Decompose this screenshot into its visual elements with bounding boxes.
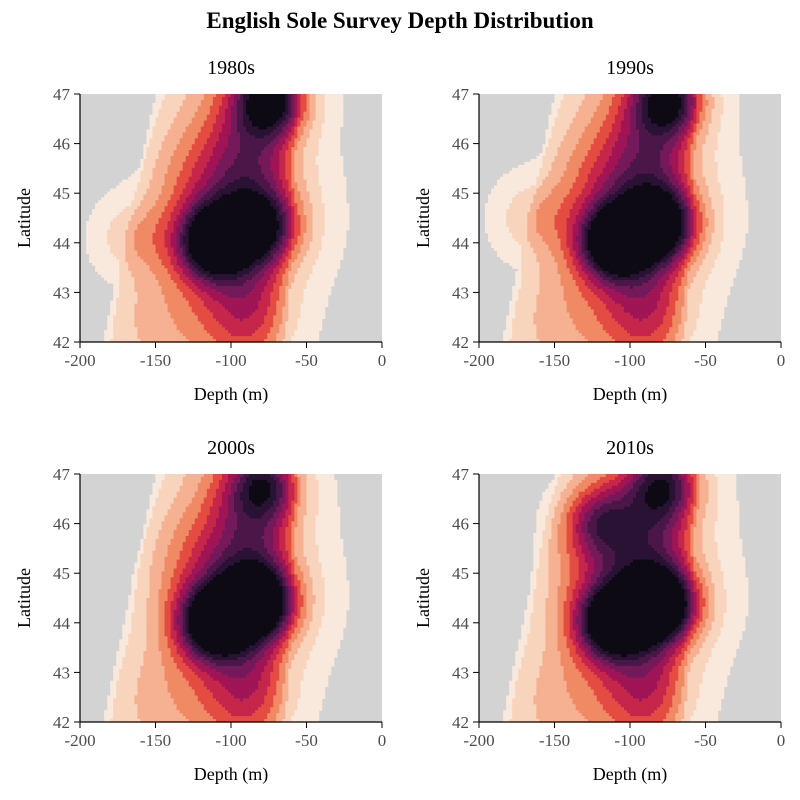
figure-title: English Sole Survey Depth Distribution xyxy=(206,8,593,33)
